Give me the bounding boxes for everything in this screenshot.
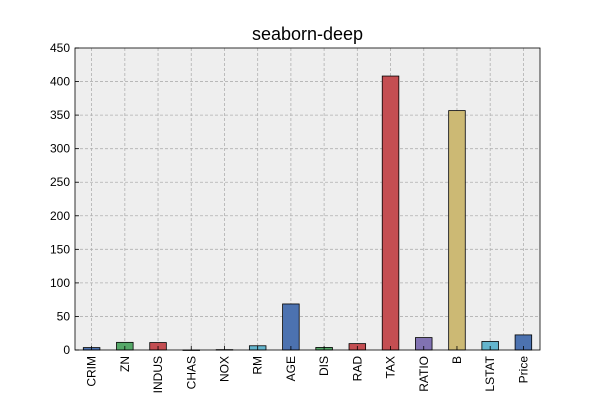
y-tick-label: 300: [50, 142, 70, 156]
y-axis-ticks: 0 50 100 150 200 250 300 350 400 450: [50, 41, 79, 357]
y-tick-label: 50: [57, 309, 71, 323]
y-tick-label: 150: [50, 242, 70, 256]
plot-frame: [74, 47, 541, 351]
x-tick-label: INDUS: [151, 356, 165, 393]
x-tick-label: RM: [251, 356, 265, 375]
y-tick-label: 200: [50, 209, 70, 223]
x-axis-ticks: CRIM ZN INDUS CHAS NOX RM AGE DIS RAD TAX RATIO B LS…: [85, 346, 530, 393]
y-tick-label: 250: [50, 175, 70, 189]
x-tick-label: RATIO: [417, 356, 431, 392]
plot-area: [75, 48, 540, 350]
bar-age: [282, 303, 300, 351]
y-tick-label: 400: [50, 75, 70, 89]
bar-b: [448, 110, 466, 351]
y-tick-label: 100: [50, 276, 70, 290]
y-tick-label: 350: [50, 108, 70, 122]
x-tick-label: AGE: [284, 356, 298, 381]
x-tick-label: ZN: [118, 356, 132, 372]
x-tick-label: CHAS: [184, 356, 198, 389]
y-tick-label: 0: [63, 343, 70, 357]
x-tick-label: NOX: [217, 356, 231, 382]
x-tick-label: Price: [516, 356, 530, 384]
x-tick-label: CRIM: [85, 356, 99, 387]
chart-title: seaborn-deep: [252, 24, 363, 44]
x-tick-label: TAX: [384, 356, 398, 378]
bars: [82, 75, 533, 351]
x-tick-label: LSTAT: [483, 355, 497, 391]
y-tick-label: 450: [50, 41, 70, 55]
x-tick-label: RAD: [350, 356, 364, 382]
x-tick-label: B: [450, 356, 464, 364]
x-tick-label: DIS: [317, 356, 331, 376]
bar-tax: [381, 75, 400, 351]
